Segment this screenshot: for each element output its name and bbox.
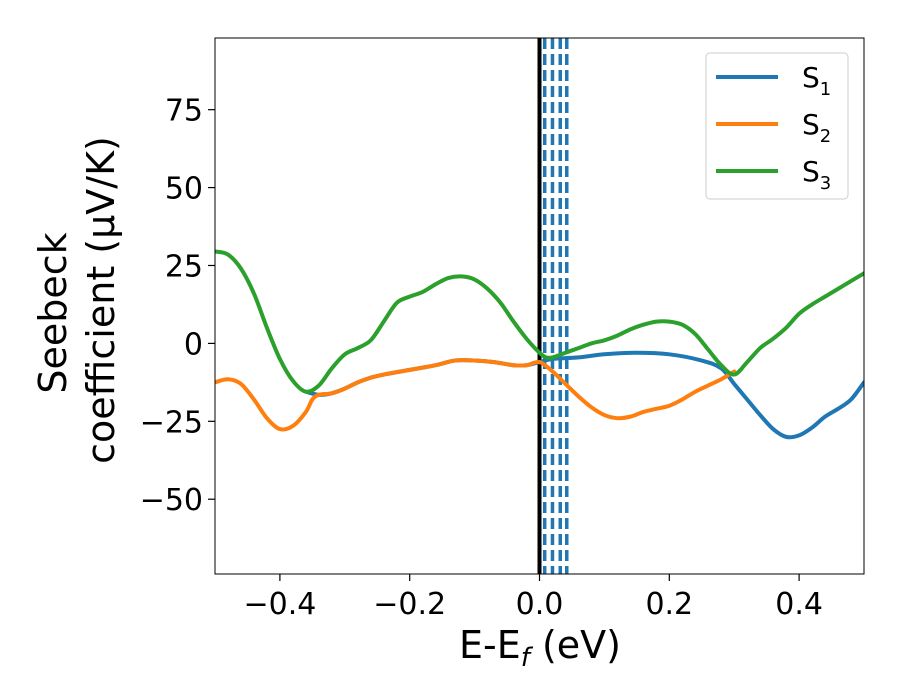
- series-line-s1: [303, 350, 864, 440]
- y-axis-title-line2: coefficient (μV/K): [79, 136, 123, 464]
- series-lines: [215, 249, 864, 440]
- y-tick-label: 25: [165, 249, 203, 284]
- x-axis-title: E-Ef (eV): [459, 623, 621, 673]
- y-tick-label: 75: [165, 94, 203, 129]
- plot-area: [214, 37, 865, 575]
- legend: S1 S2 S3: [705, 52, 849, 200]
- y-tick-label: −50: [140, 483, 203, 518]
- x-tick-label: 0.4: [775, 587, 823, 622]
- y-axis: −50 −25 0 25 50 75: [140, 94, 215, 518]
- y-axis-title-line1: Seebeck: [31, 232, 75, 393]
- y-tick-label: −25: [140, 405, 203, 440]
- x-tick-label: −0.2: [373, 587, 446, 622]
- legend-label-s3: S3: [802, 155, 831, 194]
- x-tick-label: −0.4: [243, 587, 316, 622]
- series-line-s2: [215, 358, 737, 432]
- y-tick-label: 50: [165, 172, 203, 207]
- y-tick-label: 0: [184, 327, 203, 362]
- x-axis-title-main: E-E: [459, 623, 521, 667]
- x-axis: −0.4 −0.2 0.0 0.2 0.4: [243, 574, 823, 622]
- series-line-s3: [215, 249, 864, 394]
- x-tick-label: 0.2: [645, 587, 693, 622]
- legend-label-s2: S2: [802, 108, 831, 147]
- x-axis-title-unit: (eV): [530, 623, 621, 667]
- legend-label-s1: S1: [802, 61, 831, 100]
- reference-lines: [537, 38, 569, 574]
- x-tick-label: 0.0: [516, 587, 564, 622]
